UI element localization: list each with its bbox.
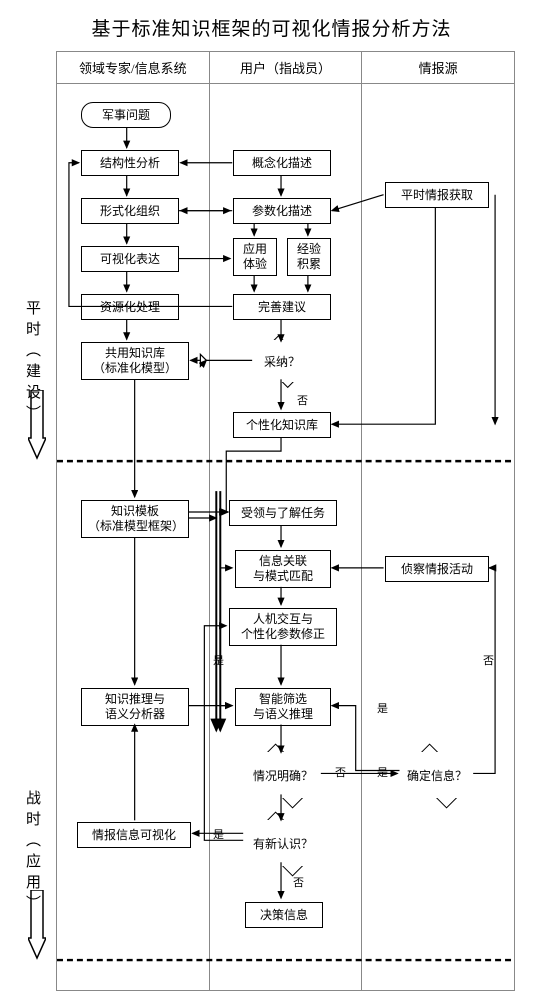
label-situation-yes: 是: [213, 826, 224, 842]
node-concept-desc: 概念化描述: [233, 150, 331, 176]
flowchart-frame: 领域专家/信息系统 用户（指战员） 情报源 军事问题 结构性分析 形式化组织 可…: [56, 51, 515, 991]
node-info-link: 信息关联 与模式匹配: [235, 550, 331, 588]
node-know-infer: 知识推理与 语义分析器: [81, 688, 189, 726]
node-shared-kb: 共用知识库 （标准化模型）: [81, 342, 189, 380]
node-military-q: 军事问题: [81, 102, 171, 128]
node-receive-task: 受领与了解任务: [229, 500, 337, 526]
phase-arrow-2: [28, 890, 46, 960]
node-situation-clear: 情况明确？: [243, 752, 323, 798]
node-personal-kb: 个性化知识库: [233, 412, 331, 438]
node-decision-info: 决策信息: [245, 902, 323, 928]
label-confirm-yes2: 是: [377, 700, 388, 716]
node-peace-intel: 平时情报获取: [385, 182, 489, 208]
node-param-desc: 参数化描述: [233, 198, 331, 224]
swimlane-col-1: 领域专家/信息系统: [57, 52, 210, 83]
node-struct-analysis: 结构性分析: [81, 150, 179, 176]
phase-arrow-1: [28, 390, 46, 460]
node-intel-visual: 情报信息可视化: [77, 822, 191, 848]
page-title: 基于标准知识框架的可视化情报分析方法: [0, 0, 543, 51]
node-new-insight: 有新认识？: [243, 820, 323, 866]
label-new-yes: 是: [213, 652, 224, 668]
node-recon-intel: 侦察情报活动: [385, 556, 489, 582]
label-new-no: 否: [293, 874, 304, 890]
node-improve-sugg: 完善建议: [233, 294, 331, 320]
label-confirm-yes: 是: [377, 764, 388, 780]
lane-divider-2: [361, 82, 362, 990]
node-know-template: 知识模板 （标准模型框架）: [81, 500, 189, 538]
lane-divider-1: [209, 82, 210, 990]
swimlane-col-3: 情报源: [362, 52, 514, 83]
node-confirm-info: 确定信息？: [397, 752, 477, 798]
node-hci-modify: 人机交互与 个性化参数修正: [229, 608, 337, 646]
label-adopt-no: 否: [297, 392, 308, 408]
label-confirm-no: 否: [483, 652, 494, 668]
node-resource-proc: 资源化处理: [81, 294, 179, 320]
node-app-exp: 应用 体验: [233, 238, 277, 276]
node-adopt: 采纳？: [252, 340, 312, 382]
swimlane-col-2: 用户（指战员）: [210, 52, 363, 83]
swimlane-header: 领域专家/信息系统 用户（指战员） 情报源: [57, 52, 514, 84]
node-visual-expr: 可视化表达: [81, 246, 179, 272]
node-exp-accum: 经验 积累: [287, 238, 331, 276]
node-smart-filter: 智能筛选 与语义推理: [235, 688, 331, 726]
label-situation-no: 否: [335, 764, 346, 780]
node-formal-org: 形式化组织: [81, 198, 179, 224]
